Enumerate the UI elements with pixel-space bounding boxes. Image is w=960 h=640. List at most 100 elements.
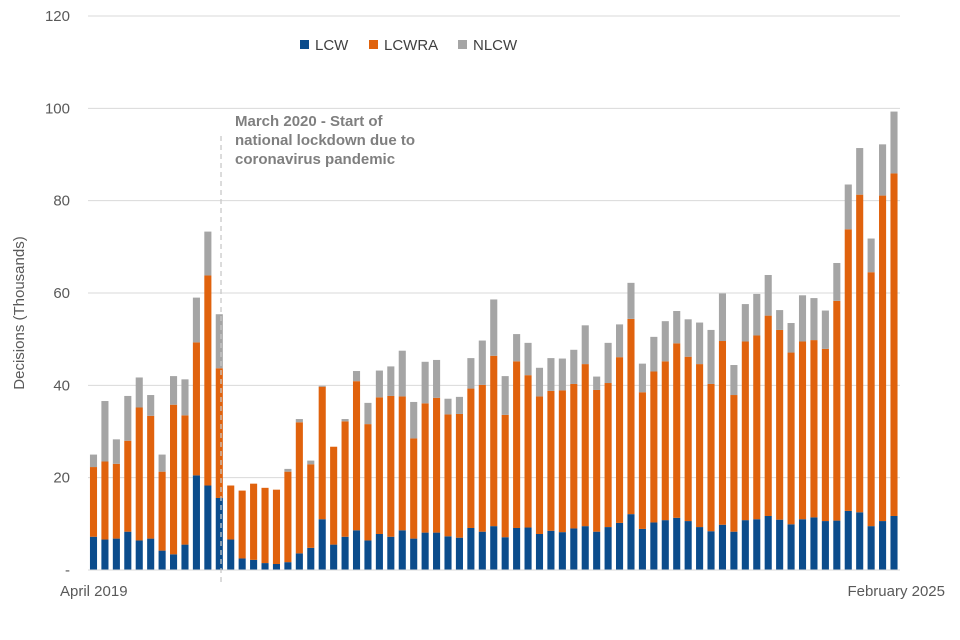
bar-lcwra [615, 357, 624, 523]
legend: LCW LCWRA NLCW [300, 37, 518, 54]
bar-lcw [593, 531, 601, 570]
bar-lcwra [501, 414, 509, 538]
bar-nlcw [764, 274, 772, 316]
bar-nlcw [410, 401, 418, 439]
bar-lcw [879, 521, 887, 570]
bar-lcwra [478, 384, 486, 532]
bar-nlcw [455, 396, 463, 414]
y-tick-label: 120 [45, 8, 70, 25]
bar-lcw [753, 519, 761, 570]
bar-lcw [410, 538, 418, 570]
bar-lcw [513, 527, 521, 570]
bar-nlcw [387, 366, 395, 396]
bar-lcw [570, 528, 578, 570]
bar-lcw [490, 526, 498, 570]
bar-lcwra [124, 440, 132, 532]
bar-lcw [455, 537, 463, 570]
bar-nlcw [181, 379, 189, 416]
bar-lcw [238, 558, 246, 570]
bar-lcwra [764, 315, 772, 516]
bar-nlcw [570, 349, 578, 384]
y-tick-label: 60 [53, 285, 70, 302]
bar-nlcw [147, 395, 155, 416]
bar-nlcw [478, 340, 486, 385]
bar-nlcw [696, 322, 704, 365]
bar-lcw [764, 515, 772, 570]
bar-lcwra [604, 383, 612, 528]
y-tick-label: 20 [53, 470, 70, 487]
bar-lcwra [570, 383, 578, 529]
bar-nlcw [192, 297, 200, 343]
bar-lcwra [250, 483, 258, 560]
bar-lcw [170, 554, 178, 570]
bar-lcwra [707, 383, 715, 532]
bar-lcw [192, 475, 200, 570]
bar-nlcw [341, 419, 349, 422]
bar-lcw [844, 510, 852, 570]
bar-lcwra [867, 272, 875, 527]
legend-swatch-lcw [300, 40, 309, 49]
bar-lcwra [375, 397, 383, 534]
bar-lcwra [227, 485, 235, 540]
bar-lcw [364, 540, 372, 570]
bar-nlcw [558, 358, 566, 391]
bar-nlcw [101, 401, 109, 462]
bar-nlcw [890, 111, 898, 174]
bar-nlcw [318, 385, 326, 387]
bar-nlcw [810, 298, 818, 341]
bar-lcwra [387, 395, 395, 537]
bar-nlcw [444, 398, 452, 415]
bar-lcw [890, 515, 898, 570]
bar-nlcw [375, 370, 383, 398]
y-tick-label: 100 [45, 100, 70, 117]
bar-lcw [250, 559, 258, 570]
bar-lcw [272, 563, 281, 570]
y-axis-ticks: - 20 40 60 80 100 120 [45, 8, 70, 579]
bar-lcwra [455, 413, 463, 538]
bar-lcwra [524, 375, 532, 528]
lockdown-annotation: March 2020 - Start of national lockdown d… [220, 113, 415, 582]
bar-lcw [661, 520, 669, 570]
x-start-label: April 2019 [60, 583, 128, 600]
bar-lcwra [627, 318, 635, 515]
bar-lcw [467, 527, 475, 570]
bar-nlcw [856, 148, 864, 195]
bar-lcwra [89, 467, 98, 537]
bar-nlcw [535, 367, 544, 397]
bar-lcwra [776, 329, 784, 520]
bar-lcw [433, 532, 441, 570]
bar-nlcw [135, 377, 143, 408]
bar-lcwra [718, 341, 727, 525]
bar-nlcw [638, 363, 646, 393]
legend-swatch-nlcw [458, 40, 467, 49]
bar-nlcw [673, 311, 681, 344]
bar-nlcw [433, 359, 441, 398]
bar-lcw [307, 547, 315, 570]
bar-nlcw [776, 310, 784, 330]
bar-lcwra [352, 381, 361, 531]
bar-lcw [776, 519, 784, 570]
bar-lcw [810, 517, 818, 570]
bar-lcwra [513, 361, 521, 528]
legend-label-nlcw: NLCW [473, 37, 518, 54]
bar-lcwra [638, 392, 646, 529]
bar-nlcw [170, 376, 178, 405]
bar-nlcw [787, 323, 795, 353]
bar-lcw [684, 521, 692, 570]
bar-lcw [478, 531, 486, 570]
bar-lcwra [741, 341, 749, 521]
bar-lcwra [821, 348, 829, 522]
y-tick-label: - [65, 562, 70, 579]
bar-lcw [673, 517, 681, 570]
legend-label-lcw: LCW [315, 37, 349, 54]
bar-nlcw [490, 299, 498, 356]
bar-lcwra [261, 487, 269, 564]
bar-lcw [581, 526, 589, 570]
bar-lcw [696, 527, 704, 570]
bar-nlcw [467, 358, 475, 389]
bar-lcwra [890, 173, 898, 516]
bar-nlcw [352, 371, 361, 382]
bar-lcw [375, 533, 383, 570]
bar-lcw [730, 531, 738, 570]
